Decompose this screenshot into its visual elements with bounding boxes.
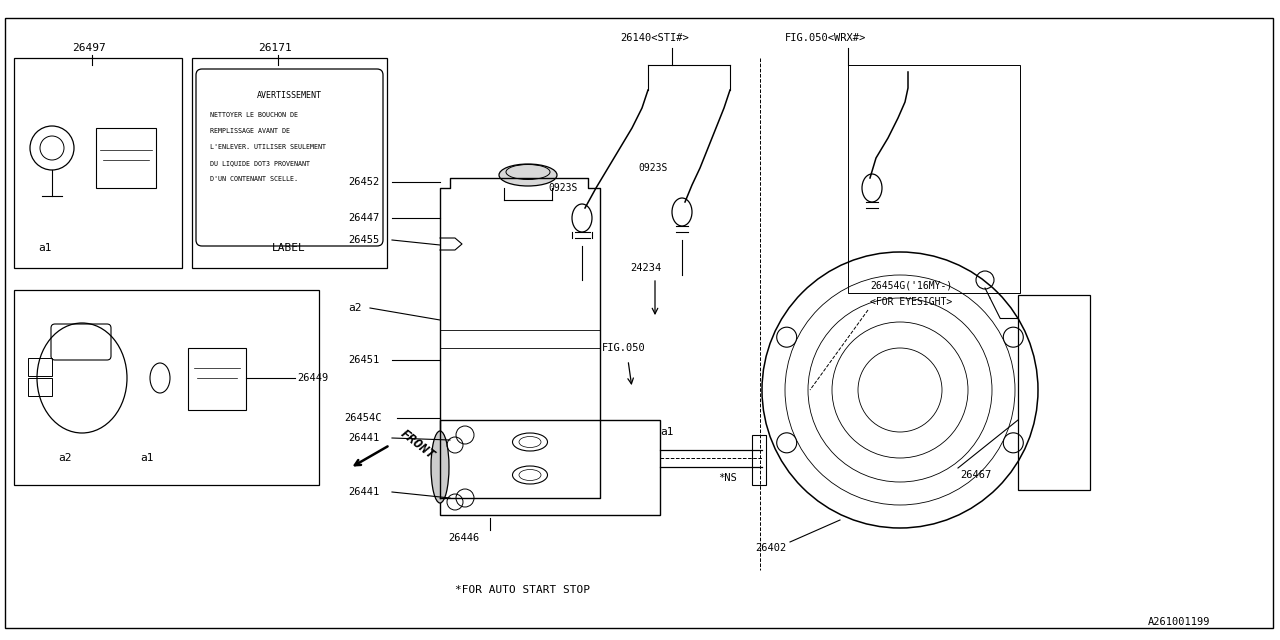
Text: 26449: 26449 — [297, 373, 328, 383]
Text: FIG.050<WRX#>: FIG.050<WRX#> — [785, 33, 867, 43]
Text: 0923S: 0923S — [548, 183, 577, 193]
Text: *FOR AUTO START STOP: *FOR AUTO START STOP — [454, 585, 590, 595]
Bar — [849, 65, 1020, 293]
Bar — [753, 435, 765, 485]
Bar — [28, 378, 52, 396]
Text: 26497: 26497 — [72, 43, 106, 53]
Text: L'ENLEVER. UTILISER SEULEMENT: L'ENLEVER. UTILISER SEULEMENT — [210, 144, 326, 150]
Text: A261001199: A261001199 — [1148, 617, 1211, 627]
Text: 26402: 26402 — [755, 543, 786, 553]
Text: 26446: 26446 — [448, 533, 479, 543]
Text: a2: a2 — [58, 453, 72, 463]
Text: 26451: 26451 — [348, 355, 379, 365]
Text: D'UN CONTENANT SCELLE.: D'UN CONTENANT SCELLE. — [210, 176, 298, 182]
Bar — [192, 58, 387, 268]
Ellipse shape — [499, 164, 557, 186]
Text: 26447: 26447 — [348, 213, 379, 223]
Text: 26171: 26171 — [259, 43, 292, 53]
Text: REMPLISSAGE AVANT DE: REMPLISSAGE AVANT DE — [210, 128, 291, 134]
Circle shape — [1004, 433, 1023, 453]
Text: DU LIQUIDE DOT3 PROVENANT: DU LIQUIDE DOT3 PROVENANT — [210, 160, 310, 166]
Bar — [96, 128, 156, 188]
Text: 26467: 26467 — [960, 470, 991, 480]
Text: a1: a1 — [660, 427, 673, 437]
Text: 26452: 26452 — [348, 177, 379, 187]
Text: <FOR EYESIGHT>: <FOR EYESIGHT> — [870, 297, 952, 307]
Bar — [188, 348, 246, 410]
Text: a1: a1 — [38, 243, 51, 253]
Text: a2: a2 — [348, 303, 361, 313]
Bar — [28, 358, 52, 376]
Bar — [14, 58, 182, 268]
Text: 24234: 24234 — [630, 263, 662, 273]
Circle shape — [777, 433, 796, 453]
Text: a1: a1 — [140, 453, 154, 463]
Text: 26441: 26441 — [348, 487, 379, 497]
Text: FRONT: FRONT — [398, 428, 438, 463]
Text: 26454C: 26454C — [344, 413, 381, 423]
Bar — [440, 420, 660, 515]
Text: 0923S: 0923S — [637, 163, 667, 173]
Bar — [1018, 295, 1091, 490]
Text: 26454G('16MY-): 26454G('16MY-) — [870, 280, 952, 290]
Text: 26441: 26441 — [348, 433, 379, 443]
Text: 26140<STI#>: 26140<STI#> — [620, 33, 689, 43]
Text: 26455: 26455 — [348, 235, 379, 245]
Text: FIG.050: FIG.050 — [602, 343, 645, 353]
Ellipse shape — [431, 431, 449, 503]
Bar — [14, 290, 319, 485]
Text: NETTOYER LE BOUCHON DE: NETTOYER LE BOUCHON DE — [210, 112, 298, 118]
Text: AVERTISSEMENT: AVERTISSEMENT — [256, 90, 321, 99]
Text: LABEL: LABEL — [273, 243, 306, 253]
Circle shape — [1004, 327, 1023, 347]
Circle shape — [777, 327, 796, 347]
Text: *NS: *NS — [718, 473, 737, 483]
